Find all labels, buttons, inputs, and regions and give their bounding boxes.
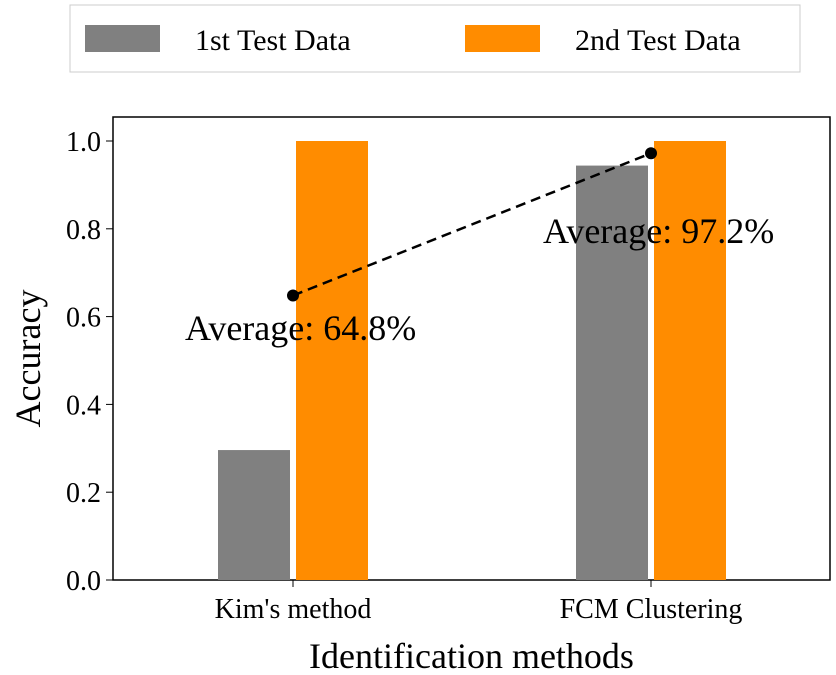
legend-label: 2nd Test Data xyxy=(575,24,741,57)
bar xyxy=(296,141,368,580)
x-tick-label: Kim's method xyxy=(215,594,372,625)
x-axis-label: Identification methods xyxy=(309,636,634,675)
plot-frame xyxy=(112,116,831,581)
average-label: Average: 64.8% xyxy=(185,308,416,348)
legend-label: 1st Test Data xyxy=(195,24,351,57)
y-axis-label: Accuracy xyxy=(8,290,48,428)
bar xyxy=(576,165,648,581)
bar xyxy=(654,141,726,580)
x-tick-label: FCM Clustering xyxy=(560,594,743,625)
y-tick-label: 0.6 xyxy=(66,303,101,334)
legend-box xyxy=(69,4,801,73)
average-label: Average: 97.2% xyxy=(543,211,774,251)
y-tick-label: 1.0 xyxy=(66,127,101,158)
y-tick-label: 0.8 xyxy=(66,215,101,246)
bar xyxy=(218,450,290,580)
average-point xyxy=(287,289,299,302)
y-tick-label: 0.2 xyxy=(66,478,101,509)
y-tick-label: 0.4 xyxy=(66,390,101,421)
legend-swatch xyxy=(85,25,160,52)
average-line xyxy=(292,152,652,297)
legend-swatch xyxy=(465,25,540,52)
y-tick-label: 0.0 xyxy=(66,566,101,597)
average-point xyxy=(645,147,657,160)
